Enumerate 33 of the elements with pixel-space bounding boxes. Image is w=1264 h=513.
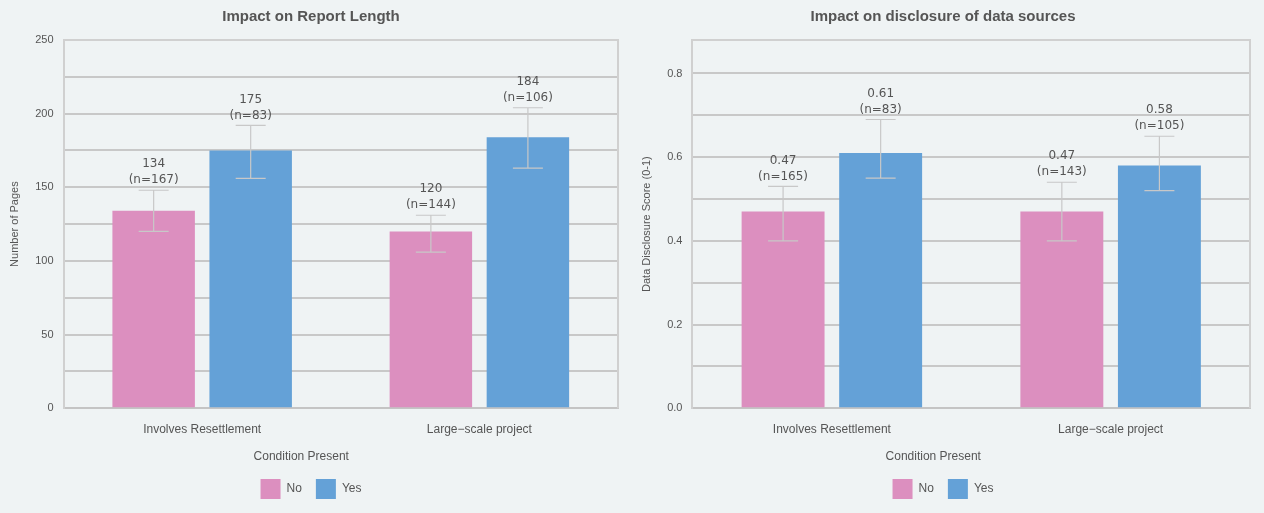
legend-label: No	[286, 481, 303, 496]
legend-title: Condition Present	[885, 448, 982, 463]
x-tick-label: Involves Resettlement	[143, 421, 262, 436]
y-tick-label: 0.8	[667, 66, 683, 79]
data-label: 120 (n=144)	[405, 181, 456, 212]
data-label: 184 (n=106)	[502, 73, 553, 104]
y-tick-label: 200	[35, 106, 54, 119]
y-tick-label: 100	[35, 253, 54, 266]
y-tick-label: 0.4	[667, 233, 683, 246]
y-tick-label: 0.0	[667, 401, 683, 414]
y-tick-label: 150	[35, 180, 54, 193]
data-label: 0.47 (n=143)	[1036, 148, 1087, 179]
x-tick-label: Large−scale project	[426, 421, 533, 436]
y-tick-label: 50	[41, 327, 54, 340]
y-tick-label: 0.2	[667, 317, 683, 330]
y-axis-title: Number of Pages	[7, 180, 20, 267]
legend-title: Condition Present	[253, 448, 350, 463]
y-tick-label: 0.6	[667, 150, 683, 163]
data-label: 0.61 (n=83)	[859, 85, 902, 116]
y-tick-label: 0	[47, 401, 54, 414]
chart-title: Impact on Report Length	[222, 7, 400, 25]
chart-title: Impact on disclosure of data sources	[810, 7, 1076, 25]
x-tick-label: Involves Resettlement	[772, 421, 892, 436]
data-label: 0.58 (n=105)	[1134, 102, 1185, 133]
data-label: 175 (n=83)	[229, 91, 272, 122]
x-tick-label: Large−scale project	[1058, 421, 1164, 436]
data-label: 0.47 (n=165)	[758, 152, 809, 183]
legend-label: Yes	[341, 481, 362, 496]
legend-label: No	[918, 481, 935, 496]
data-label: 134 (n=167)	[128, 156, 179, 187]
legend-label: Yes	[973, 481, 994, 496]
y-tick-label: 250	[35, 33, 54, 46]
y-axis-title: Data Disclosure Score (0-1)	[639, 156, 652, 292]
